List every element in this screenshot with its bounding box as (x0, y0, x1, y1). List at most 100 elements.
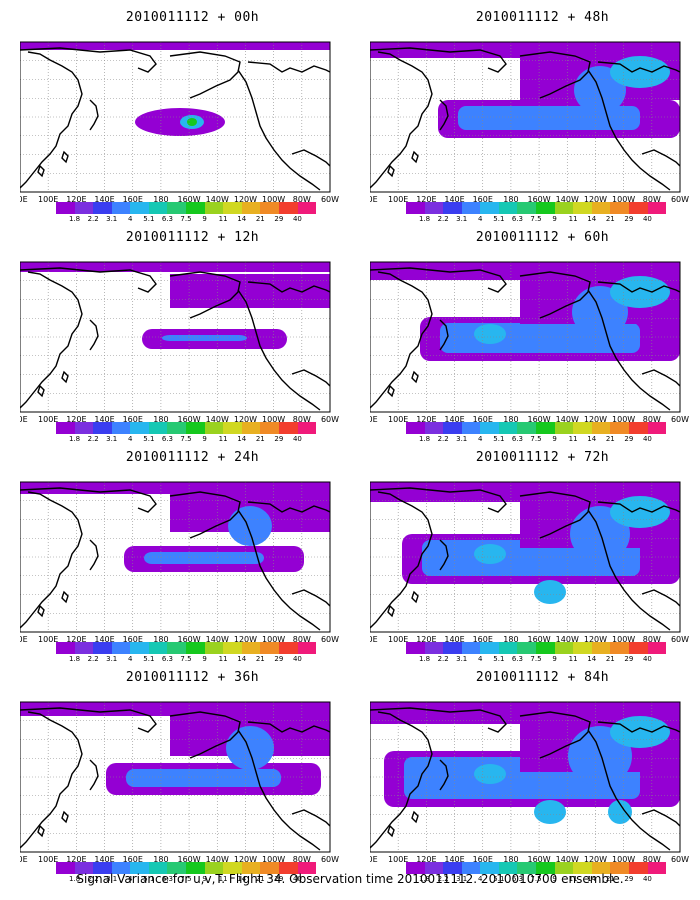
colorbar-tick-label: 2.2 (87, 655, 99, 663)
lon-tick-label: 80E (20, 855, 28, 864)
colorbar-swatch (130, 422, 149, 434)
colorbar-swatch (554, 862, 574, 874)
coastlines (20, 487, 330, 631)
colorbar-swatch (241, 862, 261, 874)
panel-title: 2010011112 + 84h (475, 670, 610, 685)
colorbar-swatch (461, 862, 481, 874)
colorbar-tick-label: 29 (274, 435, 284, 443)
colorbar-tick-label: 6.3 (511, 215, 523, 223)
map-frame: 80N70N60N50N40N30N20N10NEQ80E100E120E140… (20, 481, 339, 644)
lon-tick-label: 100E (388, 855, 408, 864)
colorbar-swatch (241, 202, 261, 214)
lon-tick-label: 80W (293, 855, 311, 864)
lon-tick-label: 80E (370, 855, 378, 864)
colorbar-swatch (130, 642, 149, 654)
colorbar-tick-label: 11 (218, 875, 228, 883)
lon-tick-label: 80W (643, 855, 661, 864)
variance-field (370, 702, 680, 824)
colorbar-tick-label: 21 (255, 435, 265, 443)
colorbar-tick-label: 7.5 (180, 875, 192, 883)
colorbar-swatch (74, 202, 94, 214)
colorbar-tick-label: 3.1 (456, 435, 468, 443)
colorbar-tick-label: 4 (128, 215, 133, 223)
colorbar-swatch (536, 642, 555, 654)
colorbar-swatch (223, 642, 242, 654)
colorbar-swatch (424, 642, 444, 654)
lon-tick-label: 160W (177, 855, 200, 864)
lon-tick-label: 160E (123, 635, 143, 644)
colorbar-swatch (498, 642, 518, 654)
colorbar-tick-label: 6.3 (161, 215, 173, 223)
colorbar-swatch (74, 422, 94, 434)
colorbar-tick-label: 9 (202, 435, 207, 443)
colorbar-swatch (647, 642, 667, 654)
colorbar-tick-label: 29 (624, 655, 634, 663)
colorbar-labels: 1.8 2.2 3.1 4 5.1 6.3 7.5 9 11 14 21 29 40 (56, 215, 316, 225)
colorbar-tick-label: 7.5 (530, 655, 542, 663)
colorbar-tick-label: 40 (642, 215, 652, 223)
colorbar-tick-label: 40 (292, 215, 302, 223)
colorbar-swatch (111, 202, 131, 214)
panel-title: 2010011112 + 36h (125, 670, 260, 685)
lon-tick-label: 120W (234, 635, 257, 644)
colorbar-labels: 1.8 2.2 3.1 4 5.1 6.3 7.5 9 11 14 21 29 40 (56, 655, 316, 665)
lon-tick-label: 160W (177, 415, 200, 424)
colorbar-tick-label: 11 (568, 435, 578, 443)
colorbar-swatch (480, 202, 499, 214)
forecast-panel: 2010011112 + 48h80N70N60N50N40N30N20N10N… (370, 8, 700, 223)
lon-tick-label: 60W (671, 195, 689, 204)
lon-tick-label: 100W (612, 415, 635, 424)
colorbar-swatch (480, 422, 499, 434)
map-frame: 80N70N60N50N40N30N20N10NEQ80E100E120E140… (370, 41, 689, 204)
lon-tick-label: 160E (473, 635, 493, 644)
map-plot: 80N70N60N50N40N30N20N10NEQ80E100E120E140… (370, 41, 689, 204)
colorbar-tick-label: 1.8 (418, 655, 431, 663)
lon-tick-label: 100E (388, 415, 408, 424)
colorbar-swatch (610, 202, 629, 214)
lon-tick-label: 100E (38, 195, 58, 204)
lon-tick-label: 120W (234, 415, 257, 424)
lon-tick-label: 80W (293, 635, 311, 644)
colorbar-tick-label: 9 (552, 215, 557, 223)
colorbar-swatch (130, 202, 149, 214)
map-plot: 80N70N60N50N40N30N20N10NEQ80E100E120E140… (370, 261, 689, 424)
colorbar-tick-label: 5.1 (493, 215, 505, 223)
lon-tick-label: 140E (94, 415, 114, 424)
colorbar-swatch (167, 202, 187, 214)
lon-tick-label: 140W (206, 635, 229, 644)
lon-tick-label: 100W (612, 635, 635, 644)
lon-tick-label: 180 (153, 855, 168, 864)
colorbar-swatch (278, 642, 298, 654)
colorbar-swatch (443, 422, 462, 434)
colorbar-tick-label: 40 (642, 875, 652, 883)
colorbar-tick-label: 4 (128, 875, 133, 883)
colorbar-tick-label: 5.1 (143, 435, 155, 443)
variance-field (370, 42, 680, 138)
colorbar (56, 862, 317, 874)
colorbar-tick-label: 29 (624, 875, 634, 883)
colorbar-swatch (628, 422, 648, 434)
lon-tick-label: 160W (177, 195, 200, 204)
colorbar-tick-label: 11 (218, 655, 228, 663)
lon-tick-label: 140E (444, 635, 464, 644)
colorbar-swatch (186, 862, 205, 874)
lon-tick-label: 100E (388, 635, 408, 644)
lon-tick-label: 120E (66, 195, 86, 204)
lon-tick-label: 180 (503, 415, 518, 424)
colorbar-tick-label: 7.5 (180, 215, 192, 223)
map-border (370, 701, 681, 853)
lon-tick-label: 100W (262, 195, 285, 204)
colorbar-swatch (204, 862, 224, 874)
colorbar-tick-label: 29 (624, 215, 634, 223)
colorbar-swatch (130, 862, 149, 874)
map-border (370, 261, 681, 413)
colorbar-swatch (610, 642, 629, 654)
lon-tick-label: 160E (123, 855, 143, 864)
lon-tick-label: 120E (416, 635, 436, 644)
colorbar-tick-label: 9 (552, 435, 557, 443)
lon-tick-label: 140W (206, 855, 229, 864)
colorbar-swatch (498, 862, 518, 874)
colorbar-tick-label: 40 (292, 655, 302, 663)
colorbar (56, 642, 317, 654)
colorbar-swatch (111, 862, 131, 874)
